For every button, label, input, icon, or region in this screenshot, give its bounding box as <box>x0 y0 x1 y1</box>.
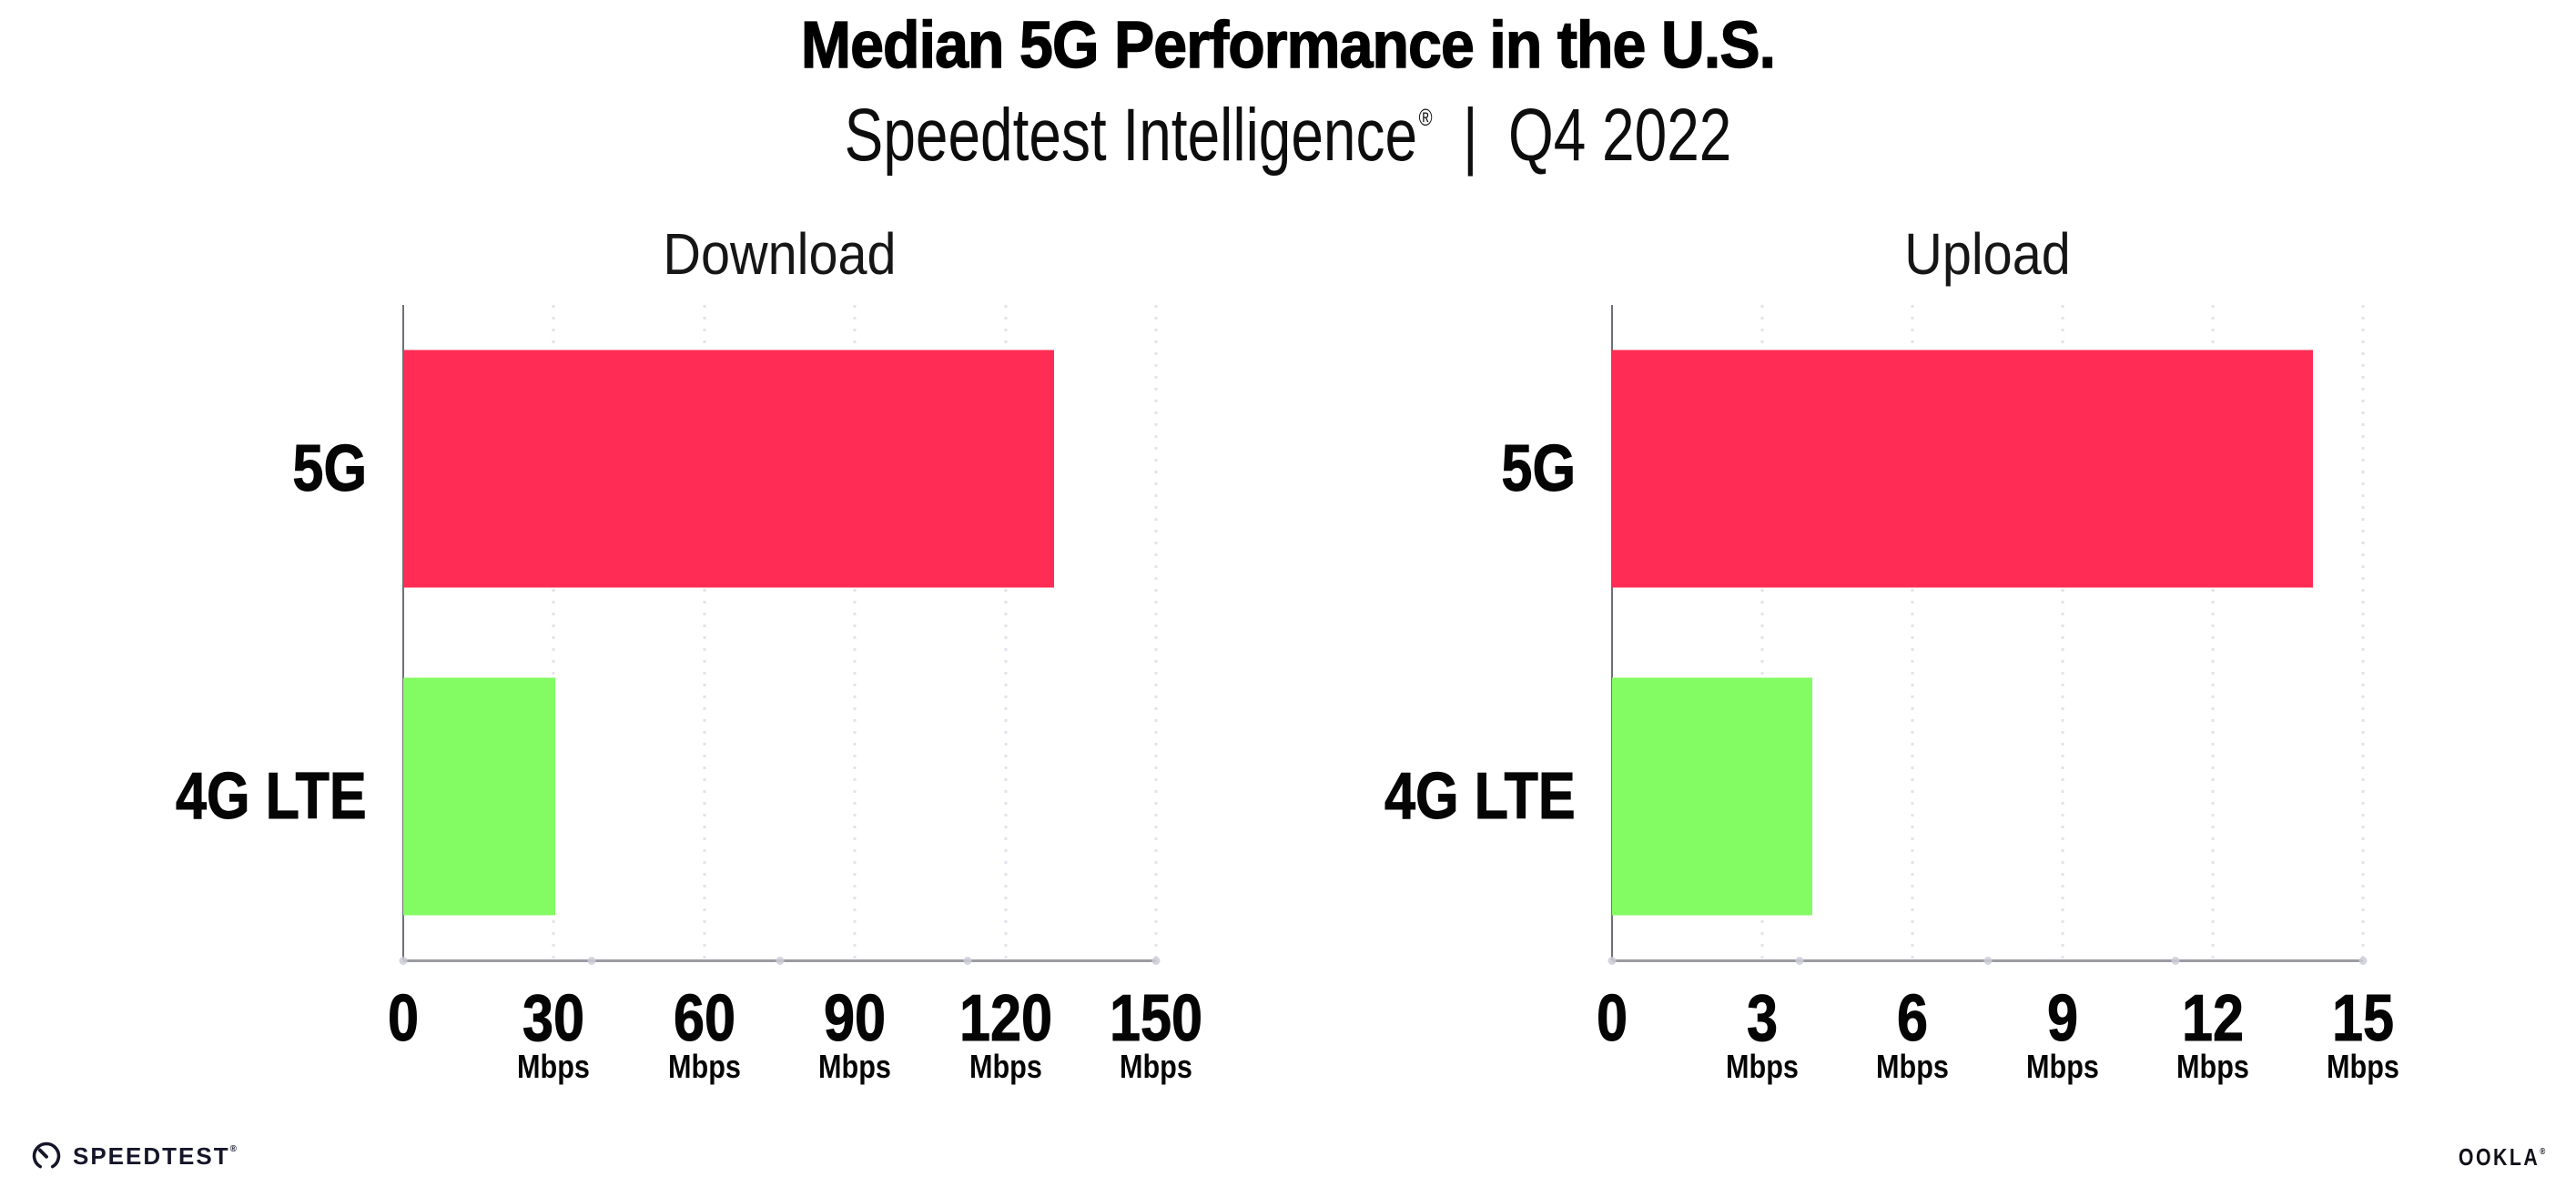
subtitle-period: Q4 2022 <box>1507 94 1732 177</box>
page-title: Median 5G Performance in the U.S. <box>800 9 1776 82</box>
download-axis-dot <box>587 956 596 965</box>
upload-tick-unit-6: Mbps <box>1876 1048 1949 1085</box>
upload-row-4g-lte: 4G LTE <box>1384 633 2363 960</box>
category-label-5g: 5G <box>1501 432 1576 505</box>
download-plot-area: 5G 4G LTE 0 30 Mbps 60 Mbps 90 Mbps 120 Mbps 150 Mbp… <box>176 305 1202 1083</box>
upload-gridline-9 <box>2061 305 2064 960</box>
upload-axis-dot <box>1795 956 1804 965</box>
upload-gridline-3 <box>1760 305 1764 960</box>
upload-plot-area: 5G 4G LTE 0 3 Mbps 6 Mbps 9 Mbps 12 Mbps 15 Mbps <box>1384 305 2399 1083</box>
registered-mark: ® <box>1418 104 1433 131</box>
subtitle-separator: | <box>1462 94 1478 177</box>
download-tick-value-150: 150 <box>1109 982 1203 1055</box>
upload-tick-12: 12 Mbps <box>2170 982 2256 1085</box>
download-tick-unit-90: Mbps <box>818 1048 892 1085</box>
download-axis-dot <box>1151 956 1161 965</box>
upload-tick-0: 0 <box>1594 982 1630 1055</box>
download-tick-value-90: 90 <box>824 982 887 1055</box>
upload-tick-value-3: 3 <box>1746 982 1779 1055</box>
upload-tick-unit-3: Mbps <box>1726 1048 1799 1085</box>
download-tick-150: 150 Mbps <box>1101 982 1211 1085</box>
category-label-4g-lte: 4G LTE <box>1384 760 1577 833</box>
page-subtitle: Speedtest Intelligence® | Q4 2022 <box>283 98 2292 173</box>
download-tick-unit-60: Mbps <box>667 1048 741 1085</box>
download-bar-5g <box>403 350 1054 588</box>
download-tick-60: 60 Mbps <box>662 982 747 1085</box>
download-gridline-60 <box>703 305 706 960</box>
upload-tick-9: 9 Mbps <box>2020 982 2105 1085</box>
speedtest-gauge-icon <box>32 1141 61 1169</box>
download-tick-30: 30 Mbps <box>511 982 596 1085</box>
download-tick-unit-30: Mbps <box>517 1048 591 1085</box>
download-tick-value-60: 60 <box>673 982 735 1055</box>
download-gridline-30 <box>552 305 555 960</box>
category-label-5g: 5G <box>292 432 367 505</box>
upload-y-axis-spine <box>1611 305 1613 960</box>
upload-tick-15: 15 Mbps <box>2320 982 2406 1085</box>
upload-tick-value-9: 9 <box>2046 982 2079 1055</box>
download-gridline-150 <box>1154 305 1158 960</box>
upload-bar-5g <box>1612 350 2313 588</box>
upload-row-5g: 5G <box>1501 305 2363 633</box>
upload-tick-unit-9: Mbps <box>2026 1048 2099 1085</box>
download-y-axis-spine <box>402 305 404 960</box>
upload-bar-4g-lte <box>1612 677 1812 916</box>
speedtest-wordmark: SPEEDTEST® <box>73 1142 238 1170</box>
upload-axis-dot <box>1983 956 1992 965</box>
download-gridline-120 <box>1004 305 1008 960</box>
download-gridline-90 <box>853 305 857 960</box>
ookla-wordmark: OOKLA <box>2458 1143 2540 1171</box>
upload-gridline-12 <box>2211 305 2215 960</box>
upload-axis-dot <box>2358 956 2368 965</box>
upload-gridline-15 <box>2361 305 2365 960</box>
download-row-5g: 5G <box>292 305 1156 633</box>
upload-tick-value-15: 15 <box>2331 982 2395 1055</box>
download-tick-unit-120: Mbps <box>969 1048 1042 1085</box>
upload-axis-dot <box>1607 956 1617 965</box>
download-tick-value-0: 0 <box>387 982 420 1055</box>
category-label-4g-lte: 4G LTE <box>176 760 368 833</box>
download-bar-4g-lte <box>403 677 555 916</box>
download-chart-title: Download <box>663 221 897 287</box>
download-tick-value-120: 120 <box>958 982 1052 1055</box>
speedtest-logo: SPEEDTEST® <box>31 1140 238 1172</box>
download-tick-0: 0 <box>385 982 421 1055</box>
speedtest-registered-mark: ® <box>229 1144 238 1154</box>
upload-chart: Upload 5G 4G LTE 0 3 Mbps 6 Mbps 9 Mbps 12 Mbps 15 M… <box>1384 225 2399 1083</box>
download-tick-120: 120 Mbps <box>951 982 1060 1085</box>
upload-tick-value-0: 0 <box>1596 982 1628 1055</box>
upload-tick-6: 6 Mbps <box>1870 982 1955 1085</box>
upload-gridline-6 <box>1911 305 1914 960</box>
download-tick-value-30: 30 <box>522 982 585 1055</box>
ookla-registered-mark: ® <box>2539 1147 2545 1157</box>
upload-tick-unit-12: Mbps <box>2176 1048 2249 1085</box>
upload-tick-unit-15: Mbps <box>2327 1048 2399 1085</box>
ookla-logo: OOKLA® <box>2459 1145 2545 1169</box>
upload-chart-title: Upload <box>1904 221 2071 287</box>
upload-tick-3: 3 Mbps <box>1719 982 1805 1085</box>
download-row-4g-lte: 4G LTE <box>176 633 1156 960</box>
download-tick-unit-150: Mbps <box>1120 1048 1192 1085</box>
subtitle-brand: Speedtest Intelligence <box>844 94 1418 177</box>
upload-axis-dot <box>2171 956 2180 965</box>
download-tick-90: 90 Mbps <box>812 982 898 1085</box>
download-axis-dot <box>963 956 972 965</box>
download-chart: Download 5G 4G LTE 0 30 Mbps 60 Mbps 90 Mbps 120 M… <box>176 225 1203 1083</box>
upload-tick-value-6: 6 <box>1896 982 1929 1055</box>
download-axis-dot <box>399 956 408 965</box>
download-axis-dot <box>776 956 784 965</box>
upload-tick-value-12: 12 <box>2181 982 2245 1055</box>
